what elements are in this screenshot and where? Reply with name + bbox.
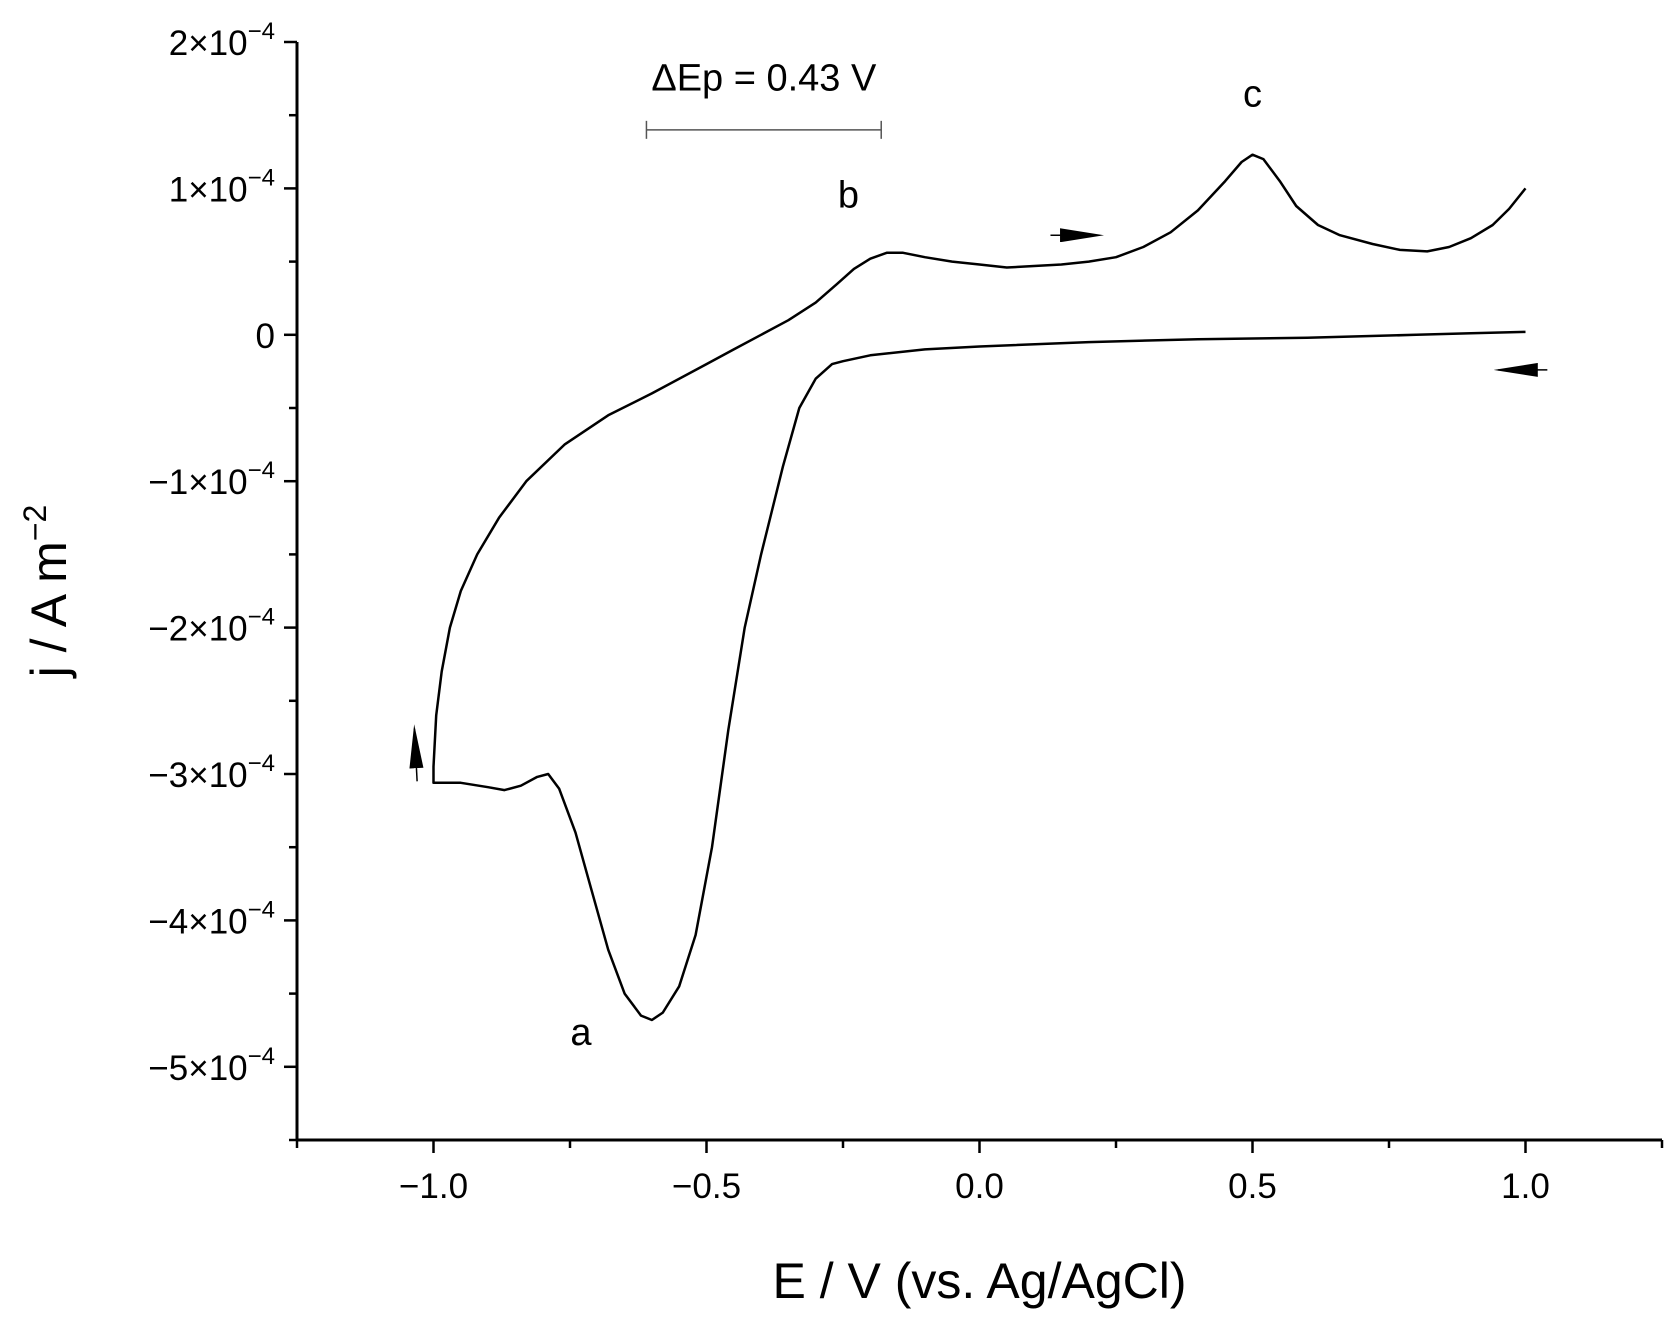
y-tick-label: 1×10−4 [169, 164, 275, 209]
x-tick-label: −0.5 [672, 1167, 741, 1206]
peak-label-b: b [838, 174, 859, 216]
y-tick-label: −1×10−4 [148, 457, 275, 502]
y-axis-title: j / A m−2 [17, 505, 77, 680]
y-tick-label: 0 [256, 317, 275, 356]
x-tick-label: 0.5 [1228, 1167, 1277, 1206]
cv-curve [432, 153, 1527, 1022]
x-tick-label: −1.0 [399, 1167, 468, 1206]
scan-direction-arrow [409, 724, 424, 782]
y-tick-label: −4×10−4 [148, 896, 275, 941]
y-tick-label: −2×10−4 [148, 604, 275, 649]
y-tick-label: 2×10−4 [169, 18, 275, 63]
y-tick-label: −5×10−4 [148, 1043, 275, 1088]
x-tick-label: 1.0 [1501, 1167, 1550, 1206]
delta-ep-label: ΔEp = 0.43 V [651, 57, 877, 99]
peak-label-c: c [1243, 73, 1262, 115]
y-tick-label: −3×10−4 [148, 750, 275, 795]
peak-label-a: a [570, 1012, 592, 1054]
x-axis-title: E / V (vs. Ag/AgCl) [772, 1253, 1186, 1309]
x-tick-label: 0.0 [955, 1167, 1004, 1206]
